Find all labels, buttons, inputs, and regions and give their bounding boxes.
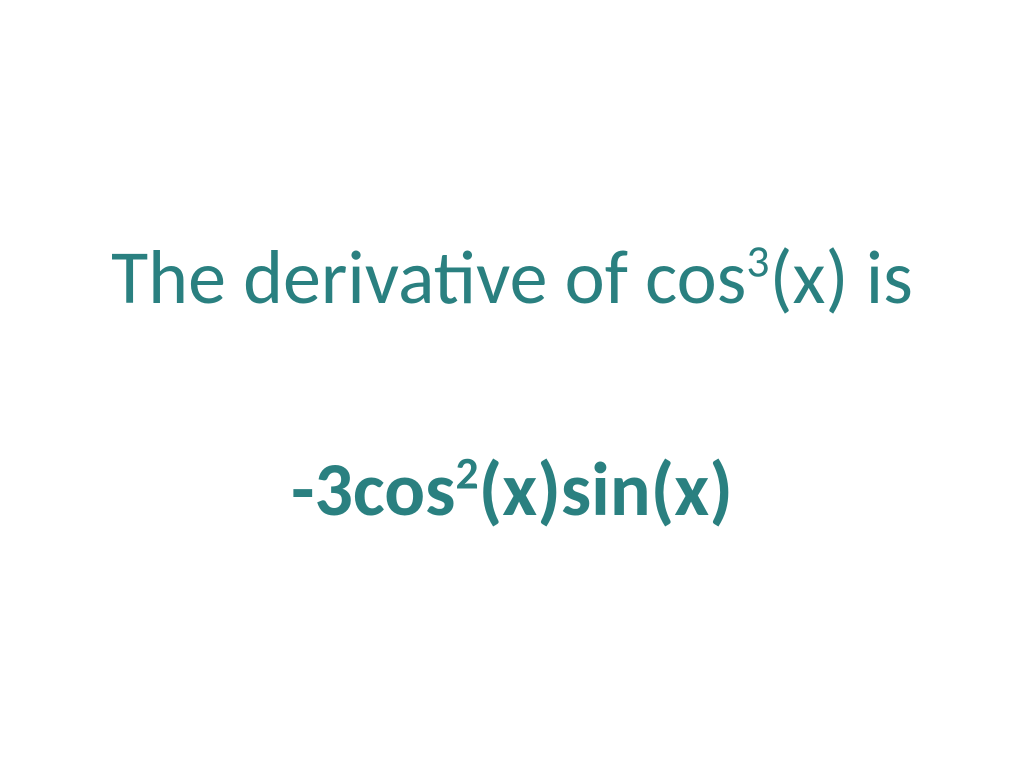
line2-suffix: (x)sin(x)	[479, 444, 733, 536]
line2-prefix: -3cos	[291, 444, 455, 536]
result-line: -3cos2(x)sin(x)	[291, 444, 733, 536]
line2-exponent: 2	[455, 446, 478, 501]
line1-suffix: (x) is	[770, 232, 913, 324]
statement-line: The derivative of cos3(x) is	[111, 232, 913, 324]
line1-exponent: 3	[746, 234, 769, 289]
line1-prefix: The derivative of cos	[111, 232, 746, 324]
